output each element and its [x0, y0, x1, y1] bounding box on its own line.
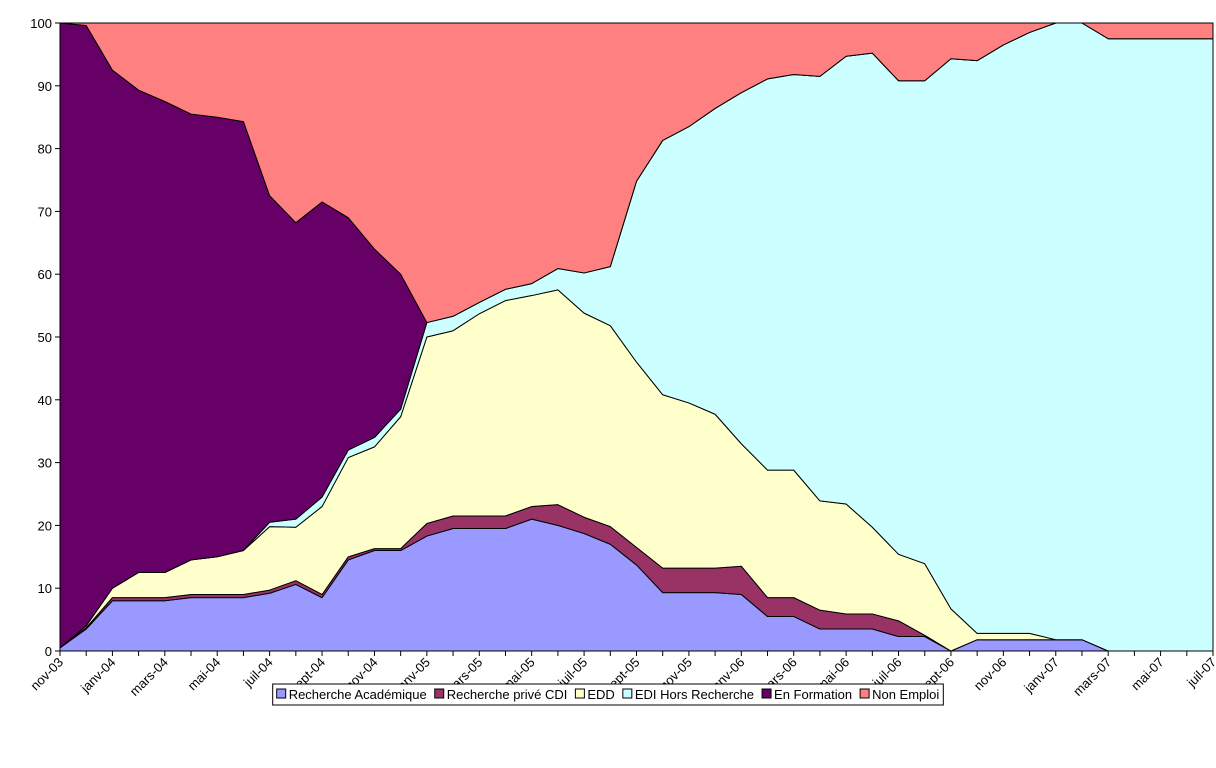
legend-swatch [276, 688, 287, 699]
legend-swatch [574, 688, 585, 699]
x-tick-label: nov-03 [27, 655, 66, 694]
x-tick-label: juil-04 [240, 655, 276, 691]
legend: Recherche Académique Recherche privé CDI E… [272, 683, 944, 706]
legend-label: Recherche privé CDI [447, 687, 568, 702]
legend-label: EDD [587, 687, 614, 702]
y-tick-label: 50 [38, 330, 52, 345]
x-tick-label: mars-07 [1070, 655, 1114, 699]
y-tick-label: 80 [38, 142, 52, 157]
y-tick-label: 100 [30, 16, 52, 31]
x-tick-label: mai-07 [1128, 655, 1167, 694]
y-tick-label: 90 [38, 79, 52, 94]
y-tick-label: 30 [38, 456, 52, 471]
legend-label: Non Emploi [872, 687, 939, 702]
x-tick-label: nov-06 [971, 655, 1010, 694]
y-tick-label: 60 [38, 267, 52, 282]
legend-label: Recherche Académique [289, 687, 427, 702]
legend-swatch [622, 688, 633, 699]
y-tick-label: 70 [38, 204, 52, 219]
y-tick-label: 0 [45, 644, 52, 659]
legend-swatch [859, 688, 870, 699]
y-tick-label: 10 [38, 581, 52, 596]
y-tick-label: 40 [38, 393, 52, 408]
legend-swatch [434, 688, 445, 699]
x-tick-label: mai-04 [185, 655, 224, 694]
x-tick-label: mars-04 [127, 655, 171, 699]
x-tick-label: juil-07 [1183, 655, 1216, 691]
y-tick-label: 20 [38, 518, 52, 533]
legend-label: En Formation [774, 687, 852, 702]
legend-label: EDI Hors Recherche [635, 687, 754, 702]
legend-swatch [761, 688, 772, 699]
x-tick-label: janv-04 [77, 655, 118, 696]
x-tick-label: janv-07 [1020, 655, 1061, 696]
area [59, 22, 1214, 324]
